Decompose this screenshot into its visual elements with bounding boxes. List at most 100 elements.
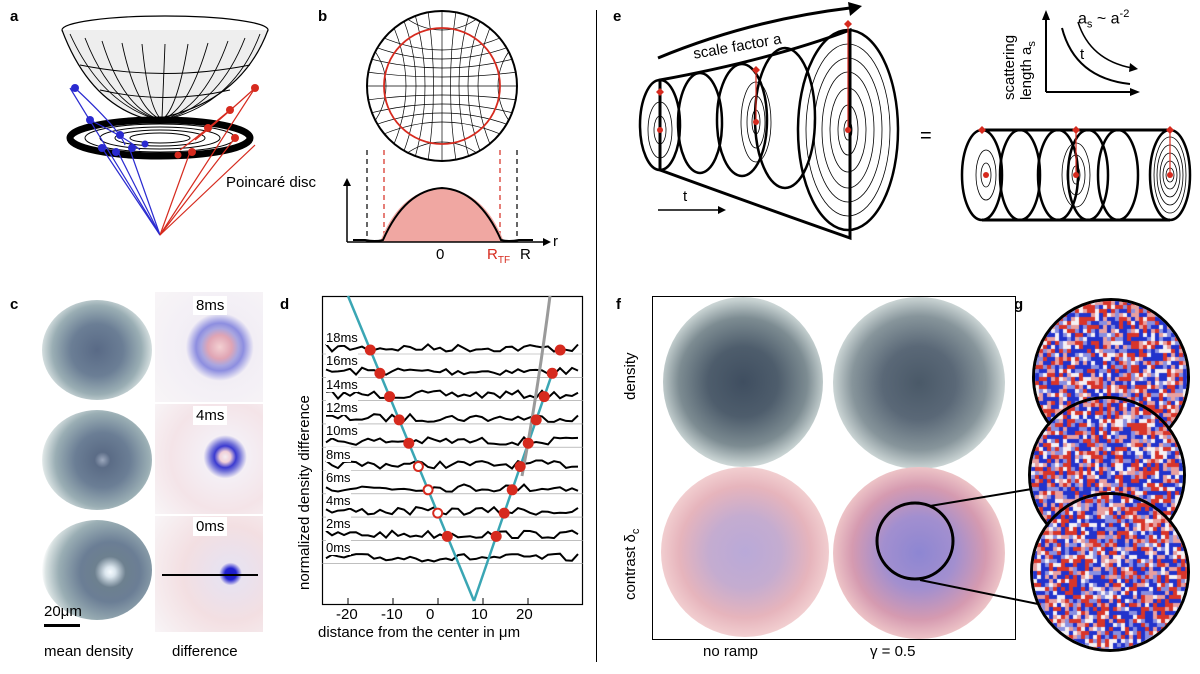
panel-divider <box>596 10 597 662</box>
density-no-ramp <box>663 297 823 467</box>
row-density-label: density <box>622 352 639 400</box>
front-marker <box>412 461 424 472</box>
front-marker <box>384 391 396 403</box>
row-contrast-sub: c <box>630 528 642 535</box>
equals-sign: = <box>920 125 932 147</box>
tick-rtf: RTF <box>487 246 510 266</box>
noise-circle-bottom <box>1030 492 1190 652</box>
tick-r: R <box>520 246 531 263</box>
d-row-label: 16ms <box>326 353 358 369</box>
front-marker <box>364 344 376 356</box>
row-curve <box>325 552 579 563</box>
d-row-label: 10ms <box>326 423 358 439</box>
front-marker <box>514 461 526 472</box>
panel-label-g: g <box>1014 296 1024 313</box>
poincare-disc-label: Poincaré disc <box>226 174 317 191</box>
panel-label-a: a <box>10 8 19 25</box>
scattering-line2: length a <box>1018 46 1035 100</box>
front-marker <box>506 484 518 496</box>
scattering-sub: s <box>1026 41 1038 47</box>
axis-r-label: r <box>553 233 558 250</box>
panel-label-f: f <box>616 296 621 313</box>
law-main: a <box>1078 10 1087 28</box>
contrast-no-ramp <box>661 467 829 637</box>
x-tick-label: 0 <box>426 606 435 623</box>
d-row-label: 2ms <box>326 516 351 532</box>
d-row-label: 18ms <box>326 330 358 345</box>
row-curve <box>325 459 579 470</box>
row-contrast-label: contrast δc <box>622 529 642 600</box>
law-rest: ~ a <box>1096 10 1120 28</box>
tick-zero: 0 <box>436 246 445 263</box>
mean-density-image-4ms <box>42 410 152 510</box>
d-xlabel: distance from the center in μm <box>318 624 521 641</box>
time-label-8ms: 8ms <box>193 296 228 315</box>
disc-projection-lines <box>366 150 518 242</box>
contrast-gamma <box>833 467 1005 639</box>
front-marker <box>403 437 415 449</box>
scattering-length-ylabel: scattering length as <box>1001 35 1041 100</box>
front-marker <box>498 507 510 519</box>
static-cylinder-diagram <box>960 126 1192 222</box>
scattering-length-plot <box>1042 10 1140 96</box>
x-tick-label: 10 <box>471 606 488 623</box>
hyperboloid-diagram <box>61 15 269 236</box>
poincare-disc-diagram <box>366 10 518 162</box>
law-sub: s <box>1086 18 1093 31</box>
f-image-frame <box>652 296 1016 640</box>
front-marker <box>490 530 502 542</box>
d-row-label: 8ms <box>326 446 351 462</box>
time-label-4ms: 4ms <box>193 406 228 425</box>
panel-label-e: e <box>613 8 622 25</box>
scaling-law-label: as ~ a-2 <box>1078 8 1129 31</box>
time-label-0ms: 0ms <box>193 517 228 536</box>
front-marker <box>530 414 542 426</box>
panel-label-d: d <box>280 296 290 313</box>
law-t-label: t <box>1080 46 1085 63</box>
density-difference-plot <box>321 295 584 606</box>
tick-rtf-main: R <box>487 246 498 263</box>
zoom-indicator <box>875 487 1039 605</box>
d-row-label: 4ms <box>326 493 351 509</box>
col-no-ramp-label: no ramp <box>703 643 759 660</box>
front-marker <box>522 437 534 449</box>
panel-label-c: c <box>10 296 19 313</box>
mean-density-label: mean density <box>44 643 134 660</box>
d-ylabel: normalized density difference <box>296 395 313 590</box>
front-marker <box>374 367 386 379</box>
front-marker <box>432 507 444 519</box>
front-marker <box>554 344 566 356</box>
d-row-label: 14ms <box>326 376 358 392</box>
tick-rtf-sub: TF <box>497 255 511 266</box>
scalebar-label: 20μm <box>44 603 82 620</box>
d-row-label: 0ms <box>326 539 351 555</box>
col-gamma-label: γ = 0.5 <box>870 643 916 660</box>
row-curve <box>325 343 579 353</box>
expanding-cone-diagram <box>638 2 900 241</box>
front-marker <box>393 414 405 426</box>
time-arrow-label: t <box>683 188 688 205</box>
thomas-fermi-profile-plot <box>343 178 551 246</box>
front-marker <box>538 391 550 403</box>
x-tick-label: 20 <box>516 606 533 623</box>
front-marker <box>422 484 434 496</box>
d-row-label: 12ms <box>326 399 358 415</box>
scalebar <box>44 624 80 627</box>
profile-cut-line <box>162 574 258 576</box>
difference-label: difference <box>172 643 238 660</box>
panel-label-b: b <box>318 8 328 25</box>
law-exp: -2 <box>1119 8 1130 20</box>
x-tick-label: -10 <box>381 606 403 623</box>
row-curve <box>325 435 579 447</box>
row-curve <box>325 483 579 493</box>
row-curve <box>325 505 579 516</box>
scattering-line1: scattering <box>1001 34 1018 100</box>
density-gamma <box>833 297 1005 469</box>
mean-density-image-0ms <box>42 520 152 620</box>
front-marker <box>441 530 453 542</box>
x-tick-label: -20 <box>336 606 358 623</box>
row-curve <box>325 366 579 377</box>
mean-density-image-8ms <box>42 300 152 400</box>
d-row-label: 6ms <box>326 469 351 485</box>
front-marker <box>546 367 558 379</box>
